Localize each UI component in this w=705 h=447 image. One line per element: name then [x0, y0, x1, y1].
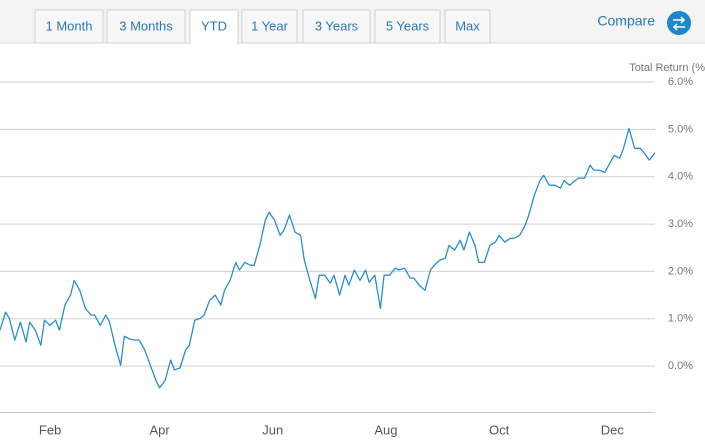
tab[interactable]	[189, 9, 239, 45]
tab-label[interactable]: 3 Years	[315, 18, 359, 33]
compare-link[interactable]: Compare	[597, 13, 655, 29]
y-axis-label: Total Return (%	[629, 62, 705, 74]
y-tick-label: 0.0%	[668, 360, 693, 372]
tab-label[interactable]: 1 Month	[46, 18, 93, 33]
tab[interactable]	[444, 9, 491, 44]
tab-label[interactable]: YTD	[201, 18, 227, 33]
x-tick-label: Aug	[374, 422, 397, 437]
x-tick-label: Apr	[149, 422, 170, 437]
x-tick-label: Feb	[39, 422, 61, 437]
y-tick-label: 2.0%	[668, 265, 693, 277]
tabs: 1 Month 3 Months YTD 1 Year 3 Years 5 Years Ma…	[34, 9, 491, 45]
line-series	[0, 127, 656, 389]
tab[interactable]	[302, 9, 371, 44]
tab[interactable]	[34, 9, 104, 44]
tab[interactable]	[106, 9, 186, 44]
y-tick-label: 1.0%	[668, 313, 693, 325]
x-tick-label: Jun	[262, 422, 283, 437]
y-tick-label: 5.0%	[668, 123, 693, 135]
y-tick-label: 6.0%	[668, 76, 693, 88]
tab-label[interactable]: Max	[455, 18, 480, 33]
tab-selected-cover	[190, 42, 238, 45]
y-tick-label: 4.0%	[668, 171, 693, 183]
compare-icon[interactable]	[667, 11, 691, 35]
tab-label[interactable]: 3 Months	[119, 18, 173, 33]
compare-arrows	[672, 16, 686, 31]
tab-label[interactable]: 5 Years	[386, 18, 430, 33]
tab[interactable]	[374, 9, 441, 44]
tab[interactable]	[241, 9, 298, 44]
y-tick-label: 3.0%	[668, 218, 693, 230]
x-tick-label: Dec	[601, 422, 625, 437]
x-tick-label: Oct	[489, 422, 510, 437]
tab-label[interactable]: 1 Year	[251, 18, 289, 33]
